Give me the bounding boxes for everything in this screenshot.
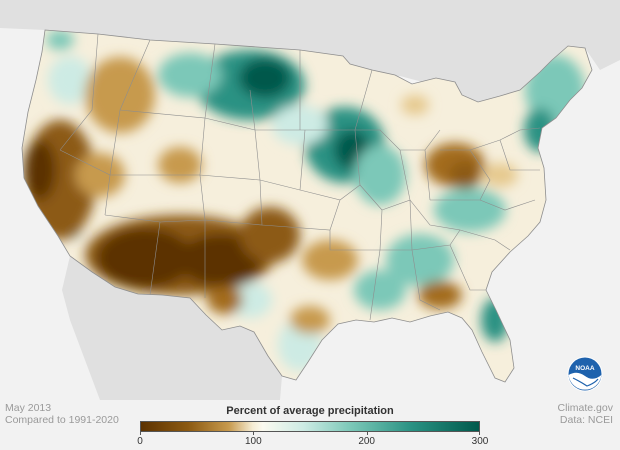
baja-peninsula <box>70 262 130 398</box>
legend-color-bar <box>140 421 480 432</box>
map-metadata-left: May 2013 Compared to 1991-2020 <box>5 402 119 426</box>
legend-tick-mark <box>366 432 368 435</box>
legend-tick-mark <box>140 432 141 435</box>
period-label: May 2013 <box>5 402 52 414</box>
legend-tick-mark <box>253 432 255 435</box>
map-credits: Climate.gov Data: NCEI <box>558 402 613 426</box>
noaa-logo-text: NOAA <box>575 365 594 372</box>
mexico-land <box>62 256 282 400</box>
legend-tick-mark <box>479 432 480 435</box>
legend-title: Percent of average precipitation <box>226 405 394 417</box>
baseline-label: Compared to 1991-2020 <box>5 414 119 426</box>
noaa-logo: NOAA <box>567 356 603 392</box>
legend-tick-label: 100 <box>244 436 262 447</box>
legend-tick-label: 200 <box>358 436 375 447</box>
precipitation-map <box>0 0 620 400</box>
state-borders <box>59 33 541 321</box>
map-canvas <box>0 0 620 400</box>
credit-site: Climate.gov <box>557 402 613 414</box>
legend-tick-label: 300 <box>471 436 489 447</box>
credit-data: Data: NCEI <box>559 414 613 426</box>
legend-tick-label: 0 <box>137 436 143 447</box>
